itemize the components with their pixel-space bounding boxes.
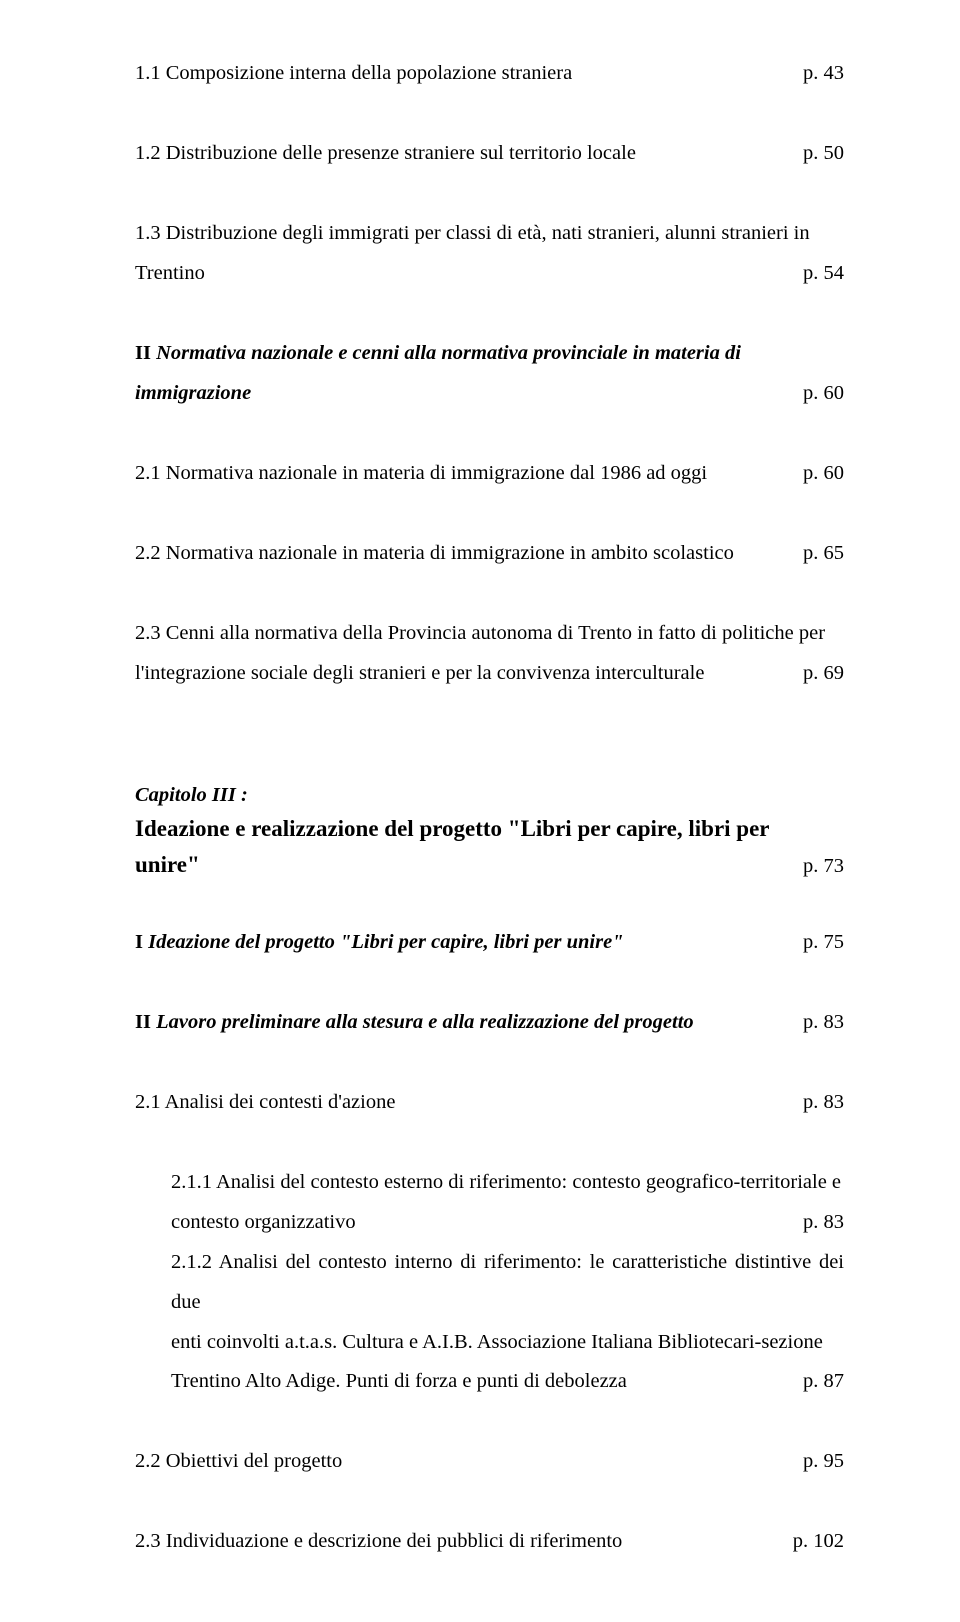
toc-entry: 2.1 Analisi dei contesti d'azione p. 83 <box>135 1083 844 1123</box>
toc-page: p. 60 <box>803 374 844 414</box>
toc-text: 2.2 Obiettivi del progetto <box>135 1442 803 1482</box>
toc-text: Trentino Alto Adige. Punti di forza e pu… <box>171 1362 803 1402</box>
toc-entry: I Ideazione del progetto "Libri per capi… <box>135 923 844 963</box>
toc-text: 2.1 Normativa nazionale in materia di im… <box>135 454 803 494</box>
chapter-title-line2: unire" p. 73 <box>135 847 844 883</box>
toc-text: 2.1 Analisi dei contesti d'azione <box>135 1083 803 1123</box>
section-title: Normativa nazionale e cenni alla normati… <box>156 342 741 364</box>
toc-entry-multiline-first: 2.3 Cenni alla normativa della Provincia… <box>135 614 844 654</box>
toc-page: p. 102 <box>793 1522 844 1562</box>
toc-page: p. 69 <box>803 654 844 694</box>
toc-page: p. 87 <box>803 1362 844 1402</box>
section-roman: II <box>135 1011 156 1033</box>
toc-entry-multiline-first: 2.1.1 Analisi del contesto esterno di ri… <box>171 1163 844 1203</box>
toc-page: p. 83 <box>803 1083 844 1123</box>
toc-page: p. 65 <box>803 534 844 574</box>
toc-page: p. 95 <box>803 1442 844 1482</box>
toc-text: Trentino <box>135 254 803 294</box>
chapter-label: Capitolo III : <box>135 780 844 812</box>
toc-entry-multiline-last: contesto organizzativo p. 83 <box>171 1203 844 1243</box>
toc-text: 2.2 Normativa nazionale in materia di im… <box>135 534 803 574</box>
section-roman: I <box>135 931 148 953</box>
document-page: 1.1 Composizione interna della popolazio… <box>0 0 960 1622</box>
toc-subentry-block: 2.1.1 Analisi del contesto esterno di ri… <box>135 1163 844 1403</box>
toc-entry: 1.2 Distribuzione delle presenze stranie… <box>135 134 844 174</box>
toc-section-heading-line1: II Normativa nazionale e cenni alla norm… <box>135 334 844 374</box>
toc-text: II Lavoro preliminare alla stesura e all… <box>135 1003 803 1043</box>
toc-entry-multiline-mid: enti coinvolti a.t.a.s. Cultura e A.I.B.… <box>171 1323 844 1363</box>
toc-text: 1.2 Distribuzione delle presenze stranie… <box>135 134 803 174</box>
section-title-cont: immigrazione <box>135 374 803 414</box>
chapter-title-line1: Ideazione e realizzazione del progetto "… <box>135 811 844 847</box>
toc-page: p. 43 <box>803 54 844 94</box>
section-roman: II <box>135 342 151 364</box>
chapter-title-cont: unire" <box>135 847 803 883</box>
toc-text: contesto organizzativo <box>171 1203 803 1243</box>
toc-section-heading-line2: immigrazione p. 60 <box>135 374 844 414</box>
toc-page: p. 83 <box>803 1203 844 1243</box>
toc-page: p. 54 <box>803 254 844 294</box>
toc-page: p. 75 <box>803 923 844 963</box>
toc-entry-multiline-last: Trentino p. 54 <box>135 254 844 294</box>
toc-entry: 2.1 Normativa nazionale in materia di im… <box>135 454 844 494</box>
toc-text: 2.3 Individuazione e descrizione dei pub… <box>135 1522 793 1562</box>
toc-entry: II Lavoro preliminare alla stesura e all… <box>135 1003 844 1043</box>
section-title: Ideazione del progetto "Libri per capire… <box>148 931 623 953</box>
toc-entry-multiline-first: 1.3 Distribuzione degli immigrati per cl… <box>135 214 844 254</box>
toc-entry-multiline-first: 2.1.2 Analisi del contesto interno di ri… <box>171 1243 844 1323</box>
toc-entry: 1.1 Composizione interna della popolazio… <box>135 54 844 94</box>
toc-text: 1.1 Composizione interna della popolazio… <box>135 54 803 94</box>
toc-page: p. 50 <box>803 134 844 174</box>
toc-entry-multiline-last: l'integrazione sociale degli stranieri e… <box>135 654 844 694</box>
toc-entry: 2.3 Individuazione e descrizione dei pub… <box>135 1522 844 1562</box>
section-title: Lavoro preliminare alla stesura e alla r… <box>156 1011 694 1033</box>
toc-page: p. 73 <box>803 851 844 883</box>
toc-entry: 2.2 Normativa nazionale in materia di im… <box>135 534 844 574</box>
toc-text: l'integrazione sociale degli stranieri e… <box>135 654 803 694</box>
toc-entry: 2.2 Obiettivi del progetto p. 95 <box>135 1442 844 1482</box>
toc-entry-multiline-last: Trentino Alto Adige. Punti di forza e pu… <box>171 1362 844 1402</box>
toc-text: I Ideazione del progetto "Libri per capi… <box>135 923 803 963</box>
toc-page: p. 83 <box>803 1003 844 1043</box>
toc-page: p. 60 <box>803 454 844 494</box>
